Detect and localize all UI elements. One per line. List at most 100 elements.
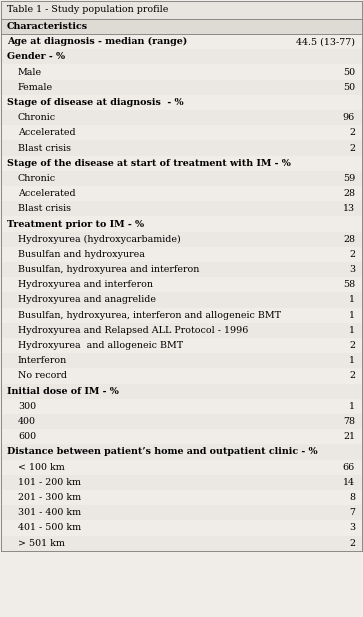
Text: Stage of disease at diagnosis  - %: Stage of disease at diagnosis - %	[7, 98, 184, 107]
Text: Hydroxyurea and interferon: Hydroxyurea and interferon	[18, 280, 153, 289]
Text: 600: 600	[18, 433, 36, 441]
Text: 301 - 400 km: 301 - 400 km	[18, 508, 81, 517]
Text: 201 - 300 km: 201 - 300 km	[18, 493, 81, 502]
Bar	[1, 231, 362, 247]
Bar	[1, 399, 362, 414]
Text: 2: 2	[349, 250, 355, 259]
Text: Hydroxyurea (hydroxycarbamide): Hydroxyurea (hydroxycarbamide)	[18, 234, 181, 244]
Text: 13: 13	[343, 204, 355, 213]
Bar	[1, 277, 362, 292]
Text: Gender - %: Gender - %	[7, 52, 65, 61]
Text: 78: 78	[343, 417, 355, 426]
Text: Busulfan, hydroxyurea, interferon and allogeneic BMT: Busulfan, hydroxyurea, interferon and al…	[18, 311, 281, 320]
Bar	[1, 262, 362, 277]
Text: 300: 300	[18, 402, 36, 411]
Text: 50: 50	[343, 67, 355, 77]
Text: Table 1 - Study population profile: Table 1 - Study population profile	[7, 6, 168, 15]
Text: 7: 7	[349, 508, 355, 517]
Text: Busulfan, hydroxyurea and interferon: Busulfan, hydroxyurea and interferon	[18, 265, 199, 274]
Text: 401 - 500 km: 401 - 500 km	[18, 523, 81, 532]
Text: 1: 1	[349, 311, 355, 320]
Bar	[1, 505, 362, 520]
Text: Age at diagnosis - median (range): Age at diagnosis - median (range)	[7, 37, 187, 46]
Bar	[1, 308, 362, 323]
Bar	[1, 384, 362, 399]
Bar	[1, 490, 362, 505]
Bar	[1, 19, 362, 34]
Text: Interferon: Interferon	[18, 356, 67, 365]
Bar	[1, 338, 362, 353]
Bar	[1, 125, 362, 141]
Text: 400: 400	[18, 417, 36, 426]
Bar	[1, 171, 362, 186]
Text: Blast crisis: Blast crisis	[18, 204, 71, 213]
Text: 66: 66	[343, 463, 355, 472]
Text: 2: 2	[349, 371, 355, 381]
Bar	[1, 64, 362, 80]
Bar	[1, 141, 362, 155]
Bar	[1, 353, 362, 368]
Text: > 501 km: > 501 km	[18, 539, 65, 548]
Text: 1: 1	[349, 326, 355, 335]
Bar	[1, 95, 362, 110]
Text: Characteristics: Characteristics	[7, 22, 88, 31]
Bar	[1, 460, 362, 475]
Bar	[1, 49, 362, 64]
Bar	[1, 186, 362, 201]
Bar	[1, 414, 362, 429]
Text: Treatment prior to IM - %: Treatment prior to IM - %	[7, 220, 144, 228]
Text: 1: 1	[349, 356, 355, 365]
Bar	[1, 80, 362, 95]
Text: 44.5 (13-77): 44.5 (13-77)	[296, 37, 355, 46]
Text: 28: 28	[343, 234, 355, 244]
Text: 2: 2	[349, 341, 355, 350]
Text: Accelerated: Accelerated	[18, 128, 76, 138]
Text: 58: 58	[343, 280, 355, 289]
Bar	[1, 34, 362, 49]
Text: 96: 96	[343, 113, 355, 122]
Text: Chronic: Chronic	[18, 113, 56, 122]
Text: 14: 14	[343, 478, 355, 487]
Text: 2: 2	[349, 128, 355, 138]
Text: Female: Female	[18, 83, 53, 92]
Text: Chronic: Chronic	[18, 174, 56, 183]
Text: Stage of the disease at start of treatment with IM - %: Stage of the disease at start of treatme…	[7, 159, 291, 168]
Bar	[1, 155, 362, 171]
Text: 28: 28	[343, 189, 355, 198]
Text: 8: 8	[349, 493, 355, 502]
Text: 101 - 200 km: 101 - 200 km	[18, 478, 81, 487]
Text: 21: 21	[343, 433, 355, 441]
Text: 2: 2	[349, 144, 355, 152]
Bar	[1, 429, 362, 444]
Text: 59: 59	[343, 174, 355, 183]
Text: Male: Male	[18, 67, 42, 77]
Text: 1: 1	[349, 296, 355, 305]
Text: Hydroxyurea  and allogeneic BMT: Hydroxyurea and allogeneic BMT	[18, 341, 183, 350]
Bar	[1, 323, 362, 338]
Bar	[1, 201, 362, 217]
Bar	[1, 520, 362, 536]
Text: Accelerated: Accelerated	[18, 189, 76, 198]
Text: Initial dose of IM - %: Initial dose of IM - %	[7, 387, 119, 395]
Text: 3: 3	[349, 265, 355, 274]
Bar	[1, 536, 362, 551]
Text: No record: No record	[18, 371, 67, 381]
Text: Blast crisis: Blast crisis	[18, 144, 71, 152]
Text: Hydroxyurea and anagrelide: Hydroxyurea and anagrelide	[18, 296, 156, 305]
Bar	[1, 247, 362, 262]
Bar	[1, 444, 362, 460]
Text: 50: 50	[343, 83, 355, 92]
Bar	[1, 217, 362, 231]
Bar	[1, 1, 362, 19]
Text: Hydroxyurea and Relapsed ALL Protocol - 1996: Hydroxyurea and Relapsed ALL Protocol - …	[18, 326, 248, 335]
Text: 3: 3	[349, 523, 355, 532]
Bar	[1, 292, 362, 308]
Bar	[1, 475, 362, 490]
Bar	[1, 110, 362, 125]
Text: Distance between patient’s home and outpatient clinic - %: Distance between patient’s home and outp…	[7, 447, 318, 457]
Bar	[1, 368, 362, 384]
Text: < 100 km: < 100 km	[18, 463, 65, 472]
Text: 1: 1	[349, 402, 355, 411]
Text: Busulfan and hydroxyurea: Busulfan and hydroxyurea	[18, 250, 145, 259]
Text: 2: 2	[349, 539, 355, 548]
